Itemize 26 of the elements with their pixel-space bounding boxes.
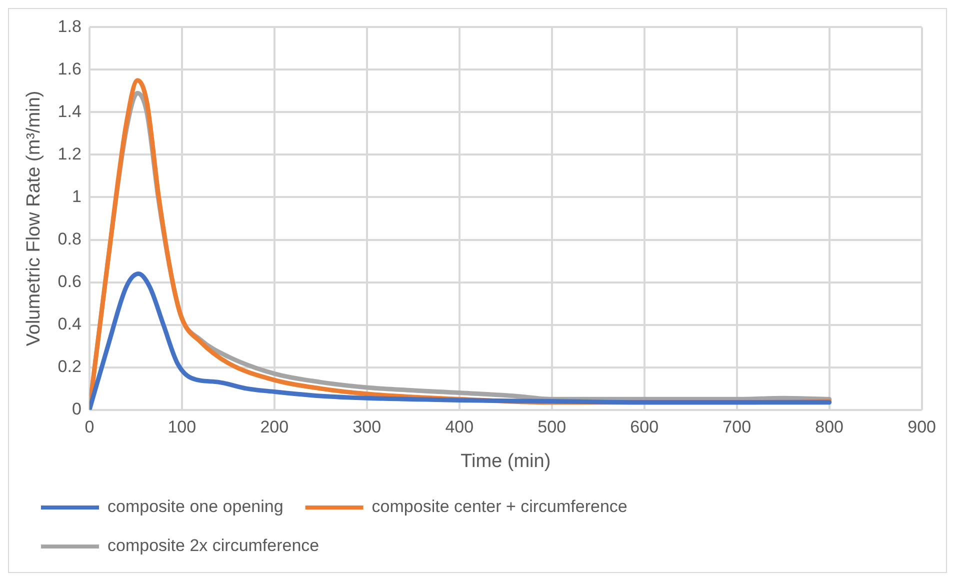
x-tick-label: 700 xyxy=(722,418,752,437)
y-tick-label: 0 xyxy=(72,399,82,418)
y-tick-label: 0.2 xyxy=(58,356,82,376)
x-tick-label: 500 xyxy=(538,418,566,437)
x-tick-label: 200 xyxy=(260,418,289,437)
y-tick-label: 1.2 xyxy=(58,144,82,164)
line-series xyxy=(89,272,832,410)
y-tick-label: 0.6 xyxy=(58,272,82,291)
x-tick-label: 900 xyxy=(908,418,936,437)
y-tick-label: 1.6 xyxy=(58,59,82,78)
legend-label: composite center + circumference xyxy=(372,497,628,516)
x-tick-label: 0 xyxy=(84,418,94,437)
y-tick-label: 1.4 xyxy=(58,102,82,121)
legend-label: composite one opening xyxy=(108,497,284,516)
x-tick-label: 400 xyxy=(445,418,474,437)
legend-label: composite 2x circumference xyxy=(108,536,320,556)
y-tick-label: 1 xyxy=(72,186,82,206)
y-tick-label: 0.4 xyxy=(58,314,82,334)
x-tick-label: 300 xyxy=(352,418,382,437)
x-tick-label: 100 xyxy=(168,418,196,437)
y-tick-label: 1.8 xyxy=(58,16,82,36)
x-tick-label: 800 xyxy=(815,418,844,437)
x-axis-title: Time (min) xyxy=(460,450,551,472)
y-axis-title: Volumetric Flow Rate (m³/min) xyxy=(24,90,45,346)
x-tick-label: 600 xyxy=(630,418,659,437)
y-tick-label: 0.8 xyxy=(58,229,82,248)
